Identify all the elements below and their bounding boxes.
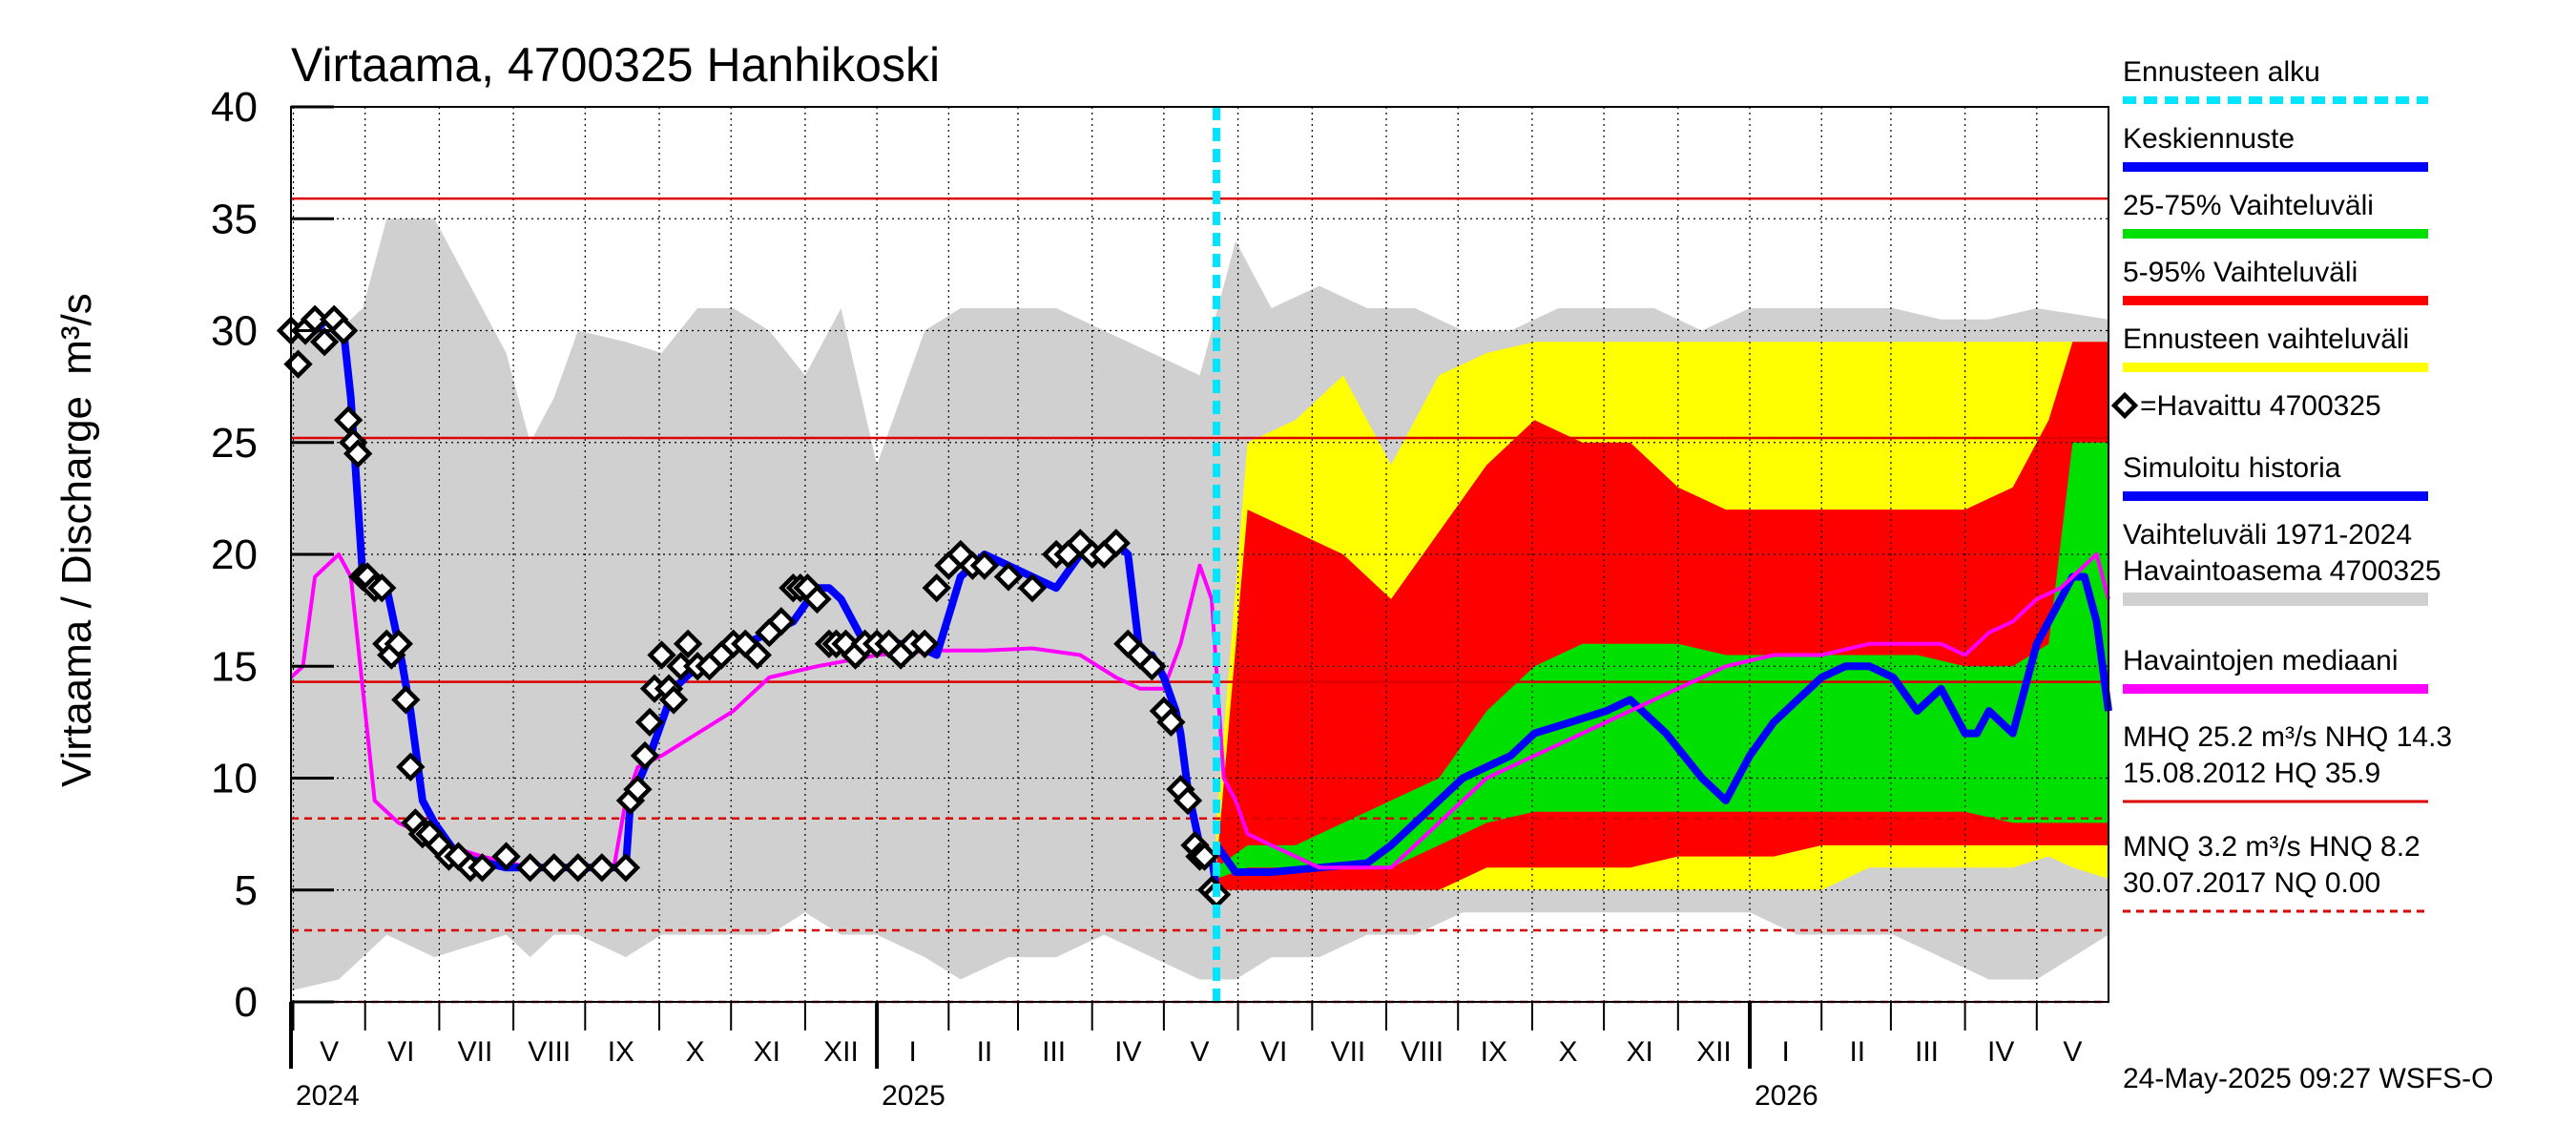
x-month-label: IX [608,1036,634,1068]
y-tick-label: 10 [211,756,258,802]
y-tick-label: 20 [211,531,258,578]
series-simuloitu-historia [291,315,1220,891]
observation-point [1156,707,1186,738]
observation-point [391,685,421,715]
x-month-label: X [1559,1036,1578,1068]
stats-line-1: MHQ 25.2 m³/s NHQ 14.3 [2123,721,2452,753]
observation-point [309,327,340,357]
observation-point [647,640,676,670]
x-month-label: III [1042,1036,1066,1068]
x-month-label: V [1190,1036,1209,1068]
x-month-label: VI [387,1036,414,1068]
observation-point [993,562,1024,592]
observation-point [910,629,940,658]
observation-point [766,607,797,636]
observation-point [1173,785,1203,816]
observation-point [1137,652,1167,681]
y-tick-label: 40 [211,84,258,131]
x-month-label: XII [823,1036,859,1068]
observation-point [539,853,569,883]
observation-point [396,752,426,781]
observation-point [384,629,413,658]
observation-point [623,775,653,804]
x-year-label: 2024 [296,1080,360,1112]
x-month-label: II [1849,1036,1865,1068]
y-tick-label: 35 [211,196,258,242]
legend-label: Simuloitu historia [2123,452,2341,484]
stats-line-2: 15.08.2012 HQ 35.9 [2123,758,2380,789]
y-tick-label: 5 [235,867,258,914]
observation-point [611,853,641,883]
observation-point [328,316,359,345]
x-year-label: 2025 [882,1080,945,1112]
x-month-label: XI [1627,1036,1653,1068]
x-month-label: II [977,1036,993,1068]
legend-label: Keskiennuste [2123,123,2295,155]
observation-point [630,740,660,771]
observation-point [467,853,497,883]
y-tick-label: 15 [211,643,258,690]
chart-title: Virtaama, 4700325 Hanhikoski [291,38,940,92]
legend-label: Havaintojen mediaani [2123,645,2399,677]
x-year-label: 2026 [1755,1080,1818,1112]
observation-point [563,853,592,883]
x-month-label: VIII [528,1036,571,1068]
observation-point [658,685,689,715]
p25-75-band [1216,442,2109,879]
observation-point [1190,842,1219,871]
observation-point [673,629,703,658]
observation-point [742,640,772,670]
x-month-label: XII [1696,1036,1732,1068]
observation-point [515,853,545,883]
x-month-label: IX [1481,1036,1507,1068]
y-tick-label: 25 [211,420,258,467]
x-month-label: IV [1987,1036,2014,1068]
observation-point [333,406,364,435]
y-axis-unit: m³/s [53,293,100,375]
x-month-label: I [909,1036,917,1068]
observation-point [802,584,832,614]
stats-line-2: 30.07.2017 NQ 0.00 [2123,867,2380,899]
observation-point [1017,572,1048,603]
series-keskiennuste [1213,572,2112,876]
x-month-label: VII [458,1036,493,1068]
y-tick-label: 30 [211,308,258,355]
x-month-label: I [1781,1036,1789,1068]
x-month-label: X [686,1036,705,1068]
x-month-label: VI [1260,1036,1287,1068]
observation-point [343,439,373,468]
x-month-label: V [2063,1036,2082,1068]
observation-point [587,853,617,883]
footer-timestamp: 24-May-2025 09:27 WSFS-O [2123,1063,2494,1094]
legend-label: Ennusteen alku [2123,56,2320,88]
plot-area [276,106,2112,1004]
observation-point [922,572,951,603]
x-month-label: XI [754,1036,780,1068]
y-tick-label: 0 [235,979,258,1026]
y-axis-label: Virtaama / Discharge [53,396,100,787]
legend-label: Vaihteluväli 1971-2024 [2123,519,2412,551]
observation-point [634,707,665,738]
stats-line-1: MNQ 3.2 m³/s HNQ 8.2 [2123,831,2420,863]
observation-point [1101,529,1131,558]
observation-point [969,551,1000,580]
legend-label: Ennusteen vaihteluväli [2123,323,2409,355]
x-month-label: VII [1331,1036,1366,1068]
legend-label: 5-95% Vaihteluväli [2123,257,2358,288]
legend-label: =Havaittu 4700325 [2140,390,2381,422]
legend-marker-icon [2110,391,2139,420]
x-month-label: III [1915,1036,1939,1068]
x-month-label: IV [1114,1036,1141,1068]
x-month-label: V [320,1036,339,1068]
x-month-label: VIII [1401,1036,1444,1068]
legend-label-2: Havaintoasema 4700325 [2123,555,2441,587]
observation-point [367,572,397,603]
legend-label: 25-75% Vaihteluväli [2123,190,2374,221]
observation-point [491,842,521,871]
legend: Ennusteen alku Keskiennuste 25-75% Vaihtel… [2110,56,2452,913]
